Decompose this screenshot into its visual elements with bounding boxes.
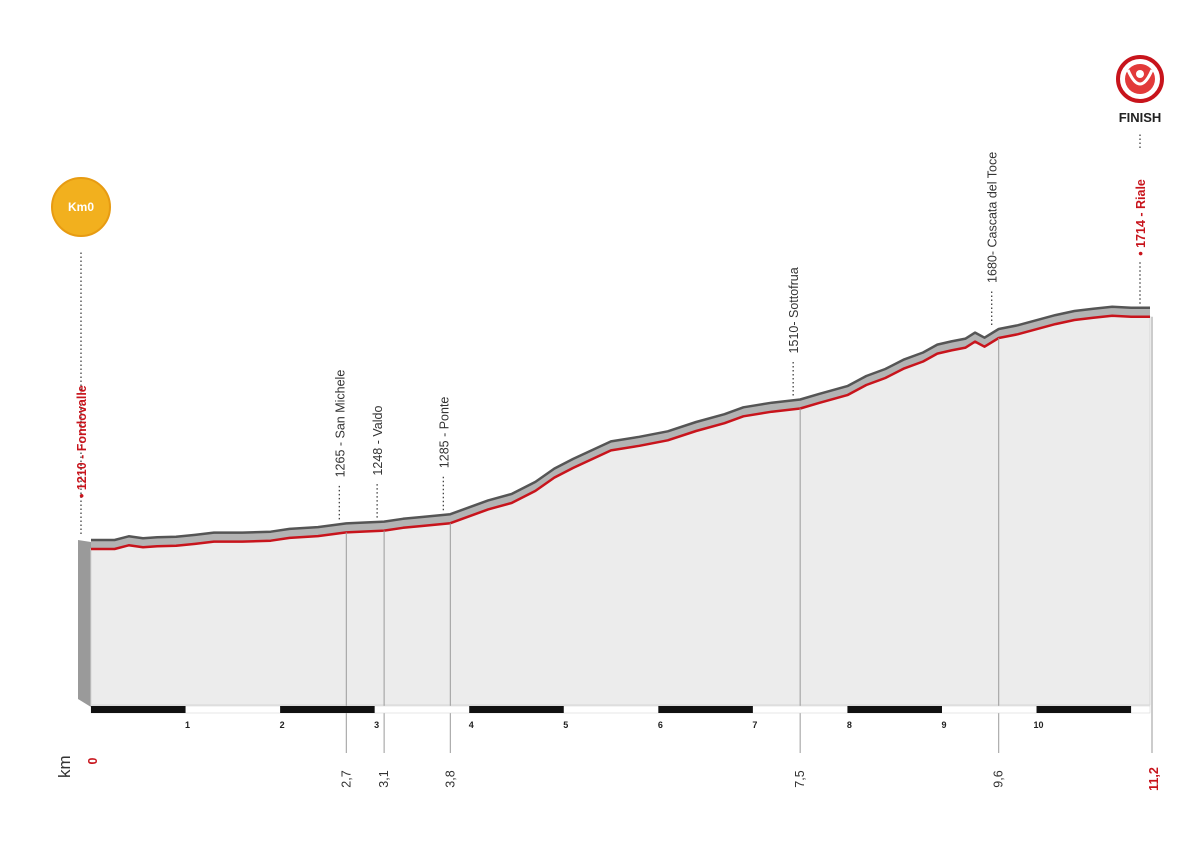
km0-badge-label: Km0 — [68, 200, 94, 214]
finish-badge: FINISH — [1116, 55, 1164, 125]
axis-unit-label: km — [55, 755, 74, 778]
km-scale-segment — [280, 706, 375, 713]
km-tick-label: 3 — [374, 720, 379, 730]
finish-icon — [1126, 69, 1154, 86]
elevation-area — [90, 315, 1151, 706]
waypoint-label: 1680- Cascata del Toce — [986, 152, 1000, 283]
waypoint-km-label: 9,6 — [992, 770, 1006, 787]
km-scale-segment — [469, 706, 564, 713]
waypoint-label: 1248 - Valdo — [371, 406, 385, 476]
km-scale-bar — [90, 705, 1151, 714]
waypoint-label: 1510- Sottofrua — [787, 267, 801, 353]
km-tick-label: 10 — [1034, 720, 1044, 730]
km-tick-label: 8 — [847, 720, 852, 730]
elevation-line-red — [91, 314, 1150, 551]
km-tick-label: 4 — [469, 720, 474, 730]
waypoint-km-label: 3,1 — [377, 770, 391, 787]
km-scale-segment — [658, 706, 753, 713]
waypoint-km-label: 7,5 — [793, 770, 807, 787]
km-tick-label: 2 — [280, 720, 285, 730]
elevation-line-top — [91, 305, 1150, 542]
km-tick-label: 6 — [658, 720, 663, 730]
finish-label: • 1714 - Riale — [1134, 179, 1148, 256]
finish-km-label: 11,2 — [1147, 767, 1161, 791]
km-scale-segment — [847, 706, 942, 713]
finish-badge-label: FINISH — [1119, 110, 1162, 125]
waypoint-label: 1285 - Ponte — [437, 397, 451, 469]
profile-side-face — [78, 540, 91, 707]
waypoint-label: 1265 - San Michele — [333, 370, 347, 478]
km0-badge: Km0 — [51, 177, 111, 237]
waypoint-km-label: 2,7 — [339, 770, 353, 787]
start-label: • 1210 - Fondovalle — [75, 385, 89, 498]
start-km-label: 0 — [86, 757, 100, 764]
waypoint-km-label: 3,8 — [443, 770, 457, 787]
km-tick-label: 1 — [185, 720, 190, 730]
km-scale-segment — [1036, 706, 1132, 713]
km-tick-label: 9 — [941, 720, 946, 730]
km-scale-segment — [91, 706, 186, 713]
km-tick-label: 7 — [752, 720, 757, 730]
km-tick-label: 5 — [563, 720, 568, 730]
